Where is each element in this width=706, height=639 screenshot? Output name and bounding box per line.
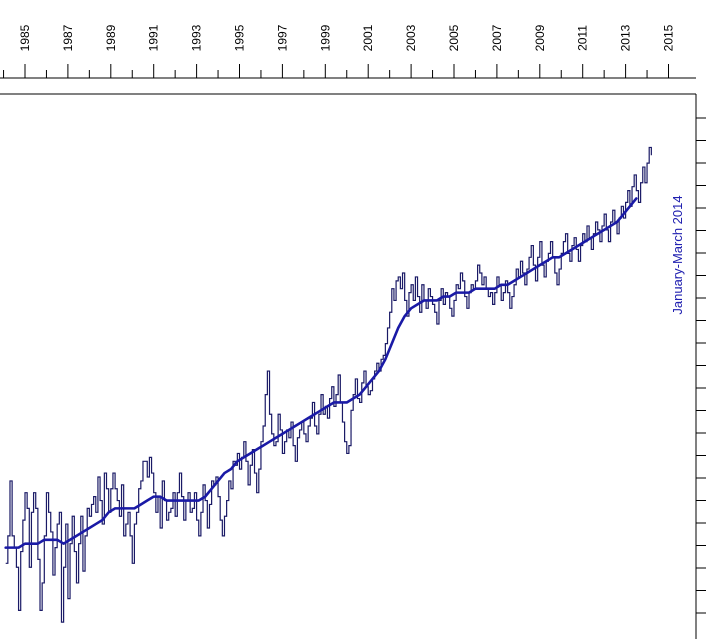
x-axis-tick-labels: 1985 1987 1989 1991 1993 1995 1997 1999 2001 2003… — [18, 24, 676, 51]
series-smoothed-line — [4, 197, 638, 549]
x-tick-label: 2015 — [662, 24, 676, 51]
y-axis-ticks — [696, 117, 706, 614]
series-layer — [4, 146, 652, 623]
x-tick-label: 2007 — [490, 24, 504, 51]
x-tick-label: 2013 — [619, 24, 633, 51]
x-tick-label: 1989 — [104, 24, 118, 51]
x-tick-label: 2003 — [404, 24, 418, 51]
x-tick-label: 2011 — [576, 25, 590, 51]
x-tick-label: 1993 — [190, 24, 204, 51]
x-tick-label: 1999 — [318, 24, 332, 51]
x-tick-label: 1991 — [147, 24, 161, 51]
x-tick-label: 1985 — [18, 24, 32, 51]
x-tick-label: 1987 — [61, 24, 75, 51]
x-tick-label: 2001 — [361, 24, 375, 51]
x-axis-ticks — [3, 64, 669, 78]
annotation-label: January-March 2014 — [670, 195, 685, 314]
x-tick-label: 1997 — [275, 24, 289, 51]
x-tick-label: 2005 — [447, 24, 461, 51]
x-tick-label: 2009 — [533, 24, 547, 51]
series-monthly-line — [5, 146, 652, 623]
x-tick-label: 1995 — [233, 24, 247, 51]
